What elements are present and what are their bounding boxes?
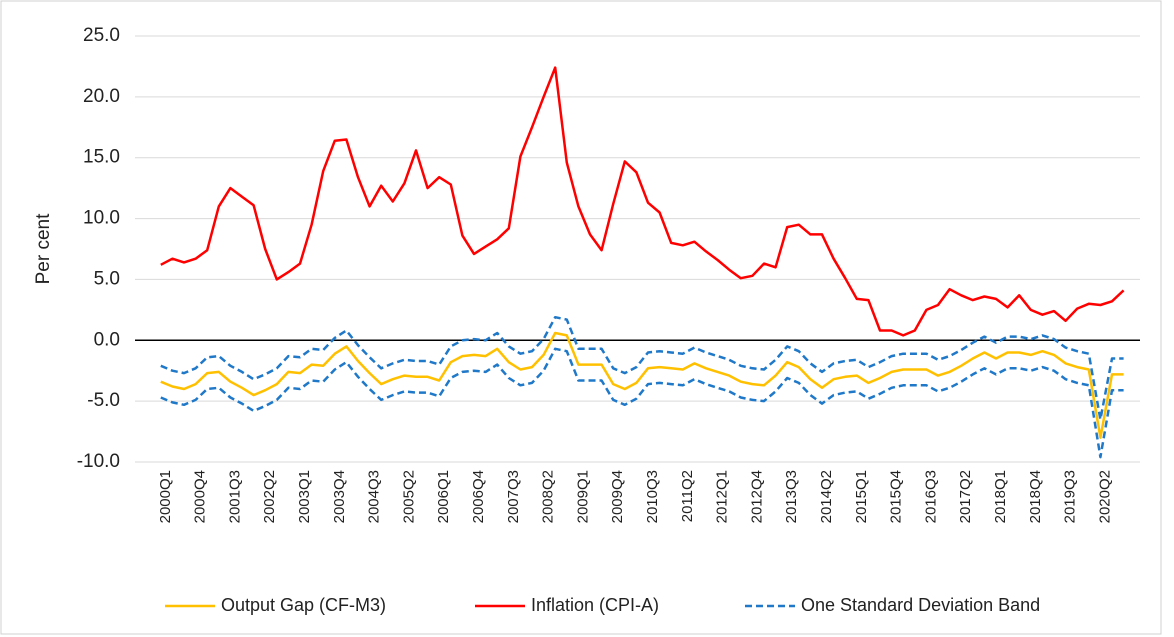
y-tick-label: 10.0 xyxy=(83,208,120,229)
series-line xyxy=(160,66,1125,337)
legend-label: Inflation (CPI-A) xyxy=(531,595,659,615)
y-axis-label: Per cent xyxy=(33,213,54,284)
legend-label: Output Gap (CF-M3) xyxy=(221,595,386,615)
x-tick-label: 2006Q4 xyxy=(470,470,487,523)
x-tick-label: 2000Q1 xyxy=(157,470,174,523)
x-tick-label: 2004Q3 xyxy=(366,470,383,523)
x-tick-label: 2015Q1 xyxy=(853,470,870,523)
x-tick-label: 2001Q3 xyxy=(226,470,243,523)
band-lower-line xyxy=(160,347,1124,459)
x-tick-label: 2003Q4 xyxy=(331,470,348,523)
x-tick-label: 2002Q2 xyxy=(261,470,278,523)
x-tick-label: 2014Q2 xyxy=(818,470,835,523)
y-tick-label: -5.0 xyxy=(87,390,120,411)
x-tick-label: 2012Q4 xyxy=(748,470,765,523)
x-tick-label: 2015Q4 xyxy=(888,470,905,523)
band-upper-line xyxy=(160,315,1124,421)
x-tick-label: 2006Q1 xyxy=(435,470,452,523)
x-tick-label: 2019Q3 xyxy=(1062,470,1079,523)
x-tick-label: 2000Q4 xyxy=(192,470,209,523)
x-tick-label: 2005Q2 xyxy=(400,470,417,523)
x-tick-label: 2008Q2 xyxy=(540,470,557,523)
legend-label: One Standard Deviation Band xyxy=(801,595,1040,615)
x-tick-label: 2016Q3 xyxy=(922,470,939,523)
x-tick-label: 2018Q1 xyxy=(992,470,1009,523)
x-tick-label: 2018Q4 xyxy=(1027,470,1044,523)
y-tick-label: 5.0 xyxy=(94,268,120,289)
x-tick-label: 2013Q3 xyxy=(783,470,800,523)
x-tick-label: 2017Q2 xyxy=(957,470,974,523)
x-tick-label: 2010Q3 xyxy=(644,470,661,523)
y-tick-label: 0.0 xyxy=(94,329,120,350)
y-tick-label: 20.0 xyxy=(83,86,120,107)
x-tick-label: 2009Q4 xyxy=(609,470,626,523)
x-tick-label: 2007Q3 xyxy=(505,470,522,523)
series-line xyxy=(160,331,1124,439)
x-tick-label: 2009Q1 xyxy=(574,470,591,523)
x-tick-label: 2003Q1 xyxy=(296,470,313,523)
y-tick-label: 25.0 xyxy=(83,25,120,46)
x-tick-label: 2012Q1 xyxy=(714,470,731,523)
x-tick-label: 2020Q2 xyxy=(1096,470,1113,523)
y-tick-label: 15.0 xyxy=(83,147,120,168)
x-tick-label: 2011Q2 xyxy=(679,470,696,522)
y-tick-label: -10.0 xyxy=(77,451,120,472)
